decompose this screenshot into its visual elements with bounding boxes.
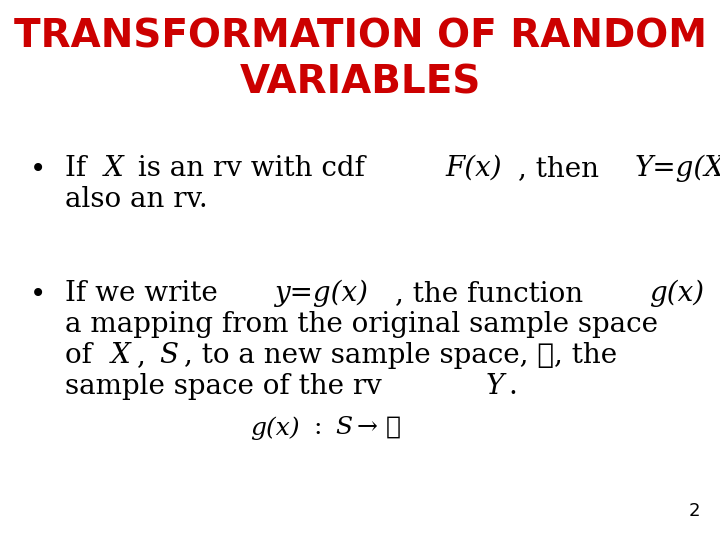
Text: → ✶: → ✶ [357,416,402,439]
Text: a mapping from the original sample space: a mapping from the original sample space [65,311,658,338]
Text: •: • [30,280,46,308]
Text: X: X [104,155,124,182]
Text: •: • [30,155,46,183]
Text: X: X [112,342,131,369]
Text: .: . [509,373,518,400]
Text: , the function: , the function [395,280,592,307]
Text: TRANSFORMATION OF RANDOM
VARIABLES: TRANSFORMATION OF RANDOM VARIABLES [14,18,706,102]
Text: is an rv with cdf: is an rv with cdf [130,155,374,182]
Text: y=g(x): y=g(x) [274,280,367,307]
Text: sample space of the rv: sample space of the rv [65,373,391,400]
Text: g(x): g(x) [250,416,300,440]
Text: If: If [65,155,95,182]
Text: Y=g(X): Y=g(X) [634,155,720,183]
Text: S: S [336,416,353,439]
Text: F(x): F(x) [446,155,502,182]
Text: of: of [65,342,101,369]
Text: g(x): g(x) [649,280,704,307]
Text: S: S [160,342,179,369]
Text: 2: 2 [688,502,700,520]
Text: ,: , [137,342,155,369]
Text: Y: Y [485,373,503,400]
Text: , to a new sample space, ✶, the: , to a new sample space, ✶, the [184,342,617,369]
Text: also an rv.: also an rv. [65,186,208,213]
Text: If we write: If we write [65,280,227,307]
Text: , then: , then [518,155,608,182]
Text: :: : [314,416,330,439]
